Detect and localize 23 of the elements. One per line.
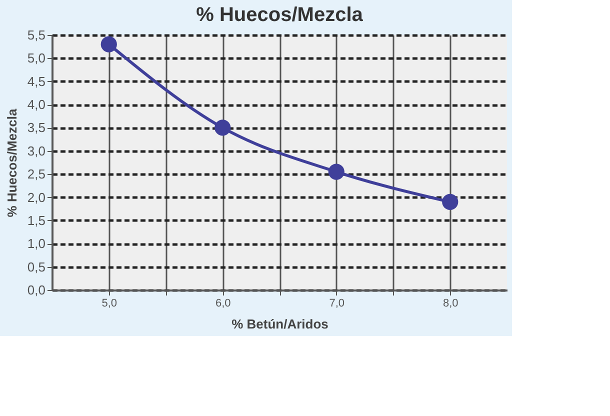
y-tick-label: 1,5 — [27, 212, 46, 228]
x-axis-title: % Betún/Aridos — [232, 316, 328, 332]
y-tick-label: 1,0 — [27, 236, 46, 252]
y-tick-label: 3,5 — [27, 120, 46, 136]
point — [442, 194, 458, 210]
y-tick-label: 5,0 — [27, 50, 46, 66]
x-tick-label: 8,0 — [442, 298, 458, 310]
x-tick-label: 6,0 — [215, 298, 231, 310]
y-axis-title: % Huecos/Mezcla — [4, 108, 20, 218]
y-tick-label: 2,0 — [27, 190, 46, 205]
y-tick-label: 5,5 — [27, 28, 46, 42]
point — [328, 164, 344, 180]
y-tick-label: 0,5 — [27, 259, 46, 274]
point — [100, 36, 117, 52]
x-tick-label: 7,0 — [329, 298, 345, 310]
y-tick-label: 4,5 — [27, 74, 46, 89]
chart-title: % Huecos/Mezcla — [196, 4, 364, 26]
y-tick-label: 2,5 — [27, 166, 46, 182]
y-tick-label: 3,0 — [27, 143, 46, 158]
y-tick-label: 0,0 — [27, 282, 46, 298]
x-tick-label: 5,0 — [102, 298, 118, 310]
point — [214, 120, 231, 136]
y-tick-label: 4,0 — [27, 97, 46, 112]
